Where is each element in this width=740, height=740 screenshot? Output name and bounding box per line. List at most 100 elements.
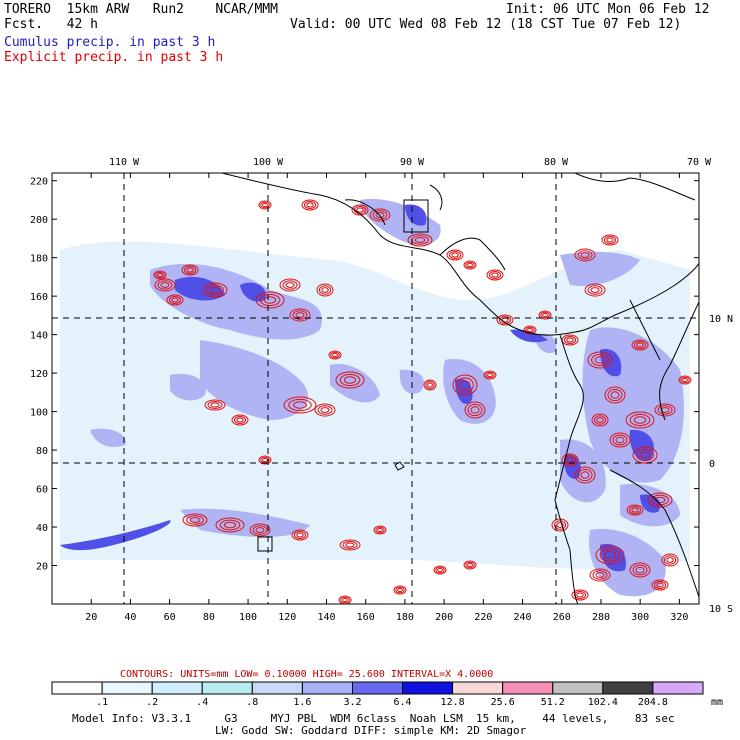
explicit-contour	[467, 403, 483, 417]
colorbar-label: .8	[246, 697, 258, 708]
explicit-contour	[259, 293, 281, 307]
lat-lon-grid	[52, 173, 699, 604]
explicit-contour	[236, 417, 244, 423]
explicit-contour	[343, 376, 357, 384]
longitude-label: 80 W	[544, 157, 569, 168]
explicit-contour	[576, 592, 584, 598]
explicit-contour	[345, 542, 355, 548]
explicit-contour	[292, 310, 308, 320]
model-title: TORERO 15km ARW Run2 NCAR/MMM	[4, 2, 278, 17]
map-frame	[51, 172, 700, 605]
explicit-contour	[209, 286, 221, 294]
explicit-contour	[666, 557, 674, 563]
x-tick-label: 220	[474, 612, 492, 623]
colorbar-swatch	[452, 681, 504, 695]
explicit-contour	[563, 455, 577, 465]
colorbar-swatch	[502, 681, 554, 695]
latitude-label: 10 N	[709, 314, 733, 325]
explicit-contour	[153, 270, 167, 280]
explicit-contour	[485, 371, 495, 379]
colorbar-label: .2	[146, 697, 158, 708]
explicit-contour	[181, 264, 199, 276]
colorbar-swatch	[301, 681, 353, 695]
colorbar-swatch	[151, 681, 203, 695]
explicit-contour	[594, 356, 606, 364]
explicit-contour	[467, 562, 473, 568]
explicit-contour	[393, 585, 407, 595]
explicit-contour	[321, 287, 329, 293]
explicit-contour	[317, 405, 333, 415]
explicit-contour	[262, 202, 268, 208]
explicit-contour	[332, 352, 338, 358]
explicit-contour	[657, 405, 673, 415]
explicit-contour	[437, 567, 443, 573]
explicit-contour	[425, 381, 435, 389]
explicit-contour	[653, 581, 667, 589]
y-tick-label: 160	[30, 292, 48, 303]
x-axis-labels: 20 40 60 80 100 120 140 160 180 200 220 240 260 280 30…	[85, 612, 688, 623]
x-tick-label: 100	[239, 612, 257, 623]
explicit-precip-contours	[153, 199, 692, 604]
forecast-hour: Fcst. 42 h	[4, 17, 98, 32]
explicit-contour	[342, 597, 348, 603]
latitude-label: 10 S	[709, 604, 733, 615]
precip-field	[60, 199, 692, 604]
explicit-contour	[452, 374, 478, 396]
x-tick-label: 120	[278, 612, 296, 623]
explicit-contour	[465, 261, 475, 269]
explicit-contour	[215, 517, 245, 533]
explicit-contour	[661, 553, 679, 567]
explicit-contour	[340, 596, 350, 604]
explicit-contour	[566, 337, 574, 343]
explicit-contour	[456, 377, 474, 393]
explicit-contour	[573, 591, 587, 599]
explicit-contour	[632, 446, 658, 464]
explicit-contour	[574, 466, 596, 484]
explicit-contour	[306, 202, 314, 208]
explicit-contour	[155, 271, 165, 279]
explicit-contour	[377, 527, 383, 533]
explicit-contour	[204, 399, 226, 411]
explicit-contour	[587, 285, 603, 295]
explicit-contour	[636, 448, 654, 462]
longitude-label: 70 W	[687, 157, 712, 168]
explicit-contour	[335, 371, 365, 389]
y-tick-label: 40	[36, 523, 48, 534]
explicit-contour	[395, 586, 405, 594]
explicit-contour	[255, 291, 285, 309]
x-tick-label: 280	[592, 612, 610, 623]
explicit-contour	[577, 250, 593, 260]
valid-time: Valid: 00 UTC Wed 08 Feb 12 (18 CST Tue …	[290, 17, 682, 32]
explicit-contour	[182, 513, 208, 527]
explicit-contour	[592, 570, 608, 580]
explicit-contour	[171, 297, 179, 303]
explicit-contour	[339, 539, 361, 551]
explicit-contour	[330, 351, 340, 359]
x-tick-label: 160	[357, 612, 375, 623]
explicit-contour	[483, 370, 497, 380]
explicit-contour	[435, 566, 445, 574]
explicit-contour	[423, 379, 437, 391]
legend-explicit: Explicit precip. in past 3 h	[4, 50, 224, 65]
explicit-contour	[584, 283, 606, 297]
colorbar-label: 25.6	[491, 697, 515, 708]
explicit-contour	[599, 548, 621, 562]
x-tick-label: 260	[553, 612, 571, 623]
y-tick-label: 200	[30, 215, 48, 226]
colorbar-swatch	[352, 681, 404, 695]
explicit-contour	[470, 406, 480, 414]
explicit-contour	[632, 564, 648, 576]
explicit-contour	[459, 380, 471, 390]
explicit-contour	[603, 236, 617, 244]
explicit-contour	[654, 496, 666, 504]
explicit-contour	[202, 282, 228, 298]
explicit-contour	[538, 310, 552, 320]
physics-info-line: LW: Godd SW: Goddard DIFF: simple KM: 2D…	[215, 724, 527, 737]
init-time: Init: 06 UTC Mon 06 Feb 12	[506, 2, 710, 17]
explicit-contour	[498, 316, 512, 324]
longitude-labels: 110 W 100 W 90 W 80 W 70 W	[109, 157, 712, 168]
explicit-contour	[625, 411, 655, 429]
explicit-contour	[604, 386, 626, 404]
explicit-contour	[542, 312, 548, 318]
cumulus-moderate-areas	[90, 199, 684, 597]
